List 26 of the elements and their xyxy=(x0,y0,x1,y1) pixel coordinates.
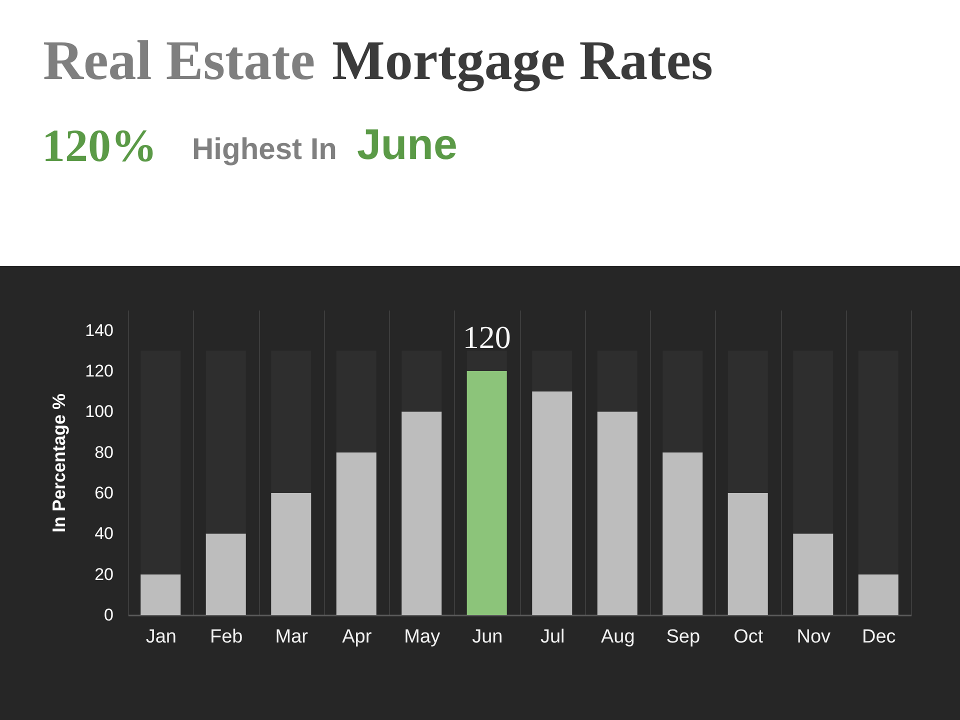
x-tick-label: Feb xyxy=(210,626,243,648)
y-tick-label: 120 xyxy=(85,362,114,380)
x-tick-label: May xyxy=(404,626,441,648)
chart-title: Real Estate Mortgage Rates xyxy=(43,30,713,92)
x-tick-label: Oct xyxy=(734,626,764,648)
y-tick-label: 40 xyxy=(94,524,114,544)
y-tick-label: 0 xyxy=(104,606,114,624)
y-tick-label: 60 xyxy=(94,484,114,502)
y-tick-label: 80 xyxy=(94,442,114,462)
bar xyxy=(858,574,898,615)
x-tick-label: Sep xyxy=(666,626,700,648)
x-tick-label: Jun xyxy=(472,626,503,648)
x-tick-label: Aug xyxy=(600,626,635,648)
bar xyxy=(140,574,181,615)
x-tick-label: Apr xyxy=(342,626,372,648)
y-axis-title: In Percentage % xyxy=(49,393,70,533)
x-tick-label: Jul xyxy=(540,626,565,648)
x-tick-label: Jan xyxy=(146,626,176,648)
y-tick-label: 20 xyxy=(94,564,114,584)
chart-subtitle: 120% Highest In June xyxy=(42,120,458,171)
x-tick-label: Dec xyxy=(862,626,896,648)
x-tick-label: Nov xyxy=(796,626,832,648)
y-tick-label: 100 xyxy=(85,402,114,422)
data-label: 120 xyxy=(462,319,511,355)
y-tick-label: 140 xyxy=(85,320,114,340)
x-tick-label: Mar xyxy=(275,626,309,648)
